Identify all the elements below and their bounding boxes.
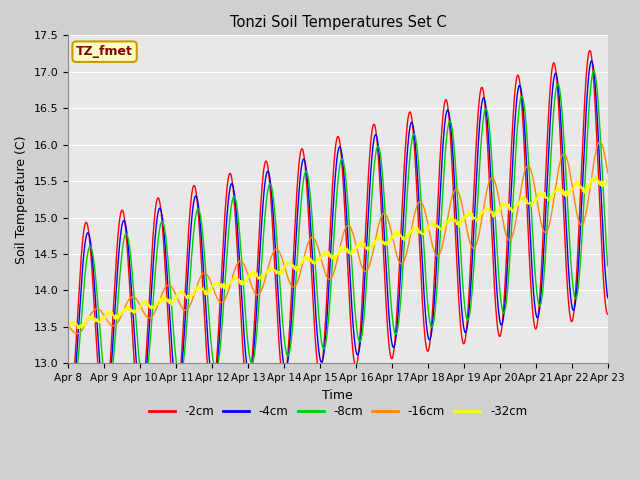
-8cm bbox=[64, 380, 72, 385]
-4cm bbox=[172, 381, 179, 387]
-4cm bbox=[184, 263, 192, 268]
-4cm bbox=[422, 315, 429, 321]
-4cm bbox=[64, 408, 72, 413]
-8cm bbox=[245, 348, 253, 354]
Title: Tonzi Soil Temperatures Set C: Tonzi Soil Temperatures Set C bbox=[230, 15, 446, 30]
Text: TZ_fmet: TZ_fmet bbox=[76, 45, 133, 58]
-2cm bbox=[492, 307, 500, 312]
-32cm bbox=[172, 296, 179, 301]
-8cm bbox=[68, 396, 76, 402]
-16cm bbox=[604, 170, 612, 176]
-4cm bbox=[540, 245, 548, 251]
-32cm bbox=[74, 326, 82, 332]
-32cm bbox=[184, 293, 192, 299]
-8cm bbox=[604, 263, 612, 269]
Y-axis label: Soil Temperature (C): Soil Temperature (C) bbox=[15, 135, 28, 264]
-16cm bbox=[492, 184, 500, 190]
-16cm bbox=[596, 139, 604, 145]
Line: -16cm: -16cm bbox=[68, 142, 608, 334]
-16cm bbox=[73, 331, 81, 336]
-16cm bbox=[172, 290, 179, 296]
Line: -4cm: -4cm bbox=[68, 61, 608, 414]
X-axis label: Time: Time bbox=[323, 389, 353, 402]
-4cm bbox=[604, 295, 612, 300]
-4cm bbox=[66, 411, 74, 417]
-2cm bbox=[422, 338, 429, 344]
-8cm bbox=[184, 299, 192, 305]
-2cm bbox=[540, 220, 547, 226]
Line: -8cm: -8cm bbox=[68, 71, 608, 399]
-32cm bbox=[540, 192, 548, 198]
-8cm bbox=[590, 68, 598, 74]
-2cm bbox=[244, 385, 252, 391]
Line: -32cm: -32cm bbox=[68, 176, 608, 329]
-8cm bbox=[540, 275, 548, 280]
-32cm bbox=[592, 173, 600, 179]
-4cm bbox=[245, 373, 253, 379]
Legend: -2cm, -4cm, -8cm, -16cm, -32cm: -2cm, -4cm, -8cm, -16cm, -32cm bbox=[144, 401, 532, 423]
-32cm bbox=[64, 324, 72, 330]
-4cm bbox=[588, 58, 595, 64]
-16cm bbox=[184, 305, 192, 311]
-8cm bbox=[172, 350, 179, 356]
-2cm bbox=[604, 312, 612, 317]
-2cm bbox=[171, 399, 179, 405]
-2cm bbox=[586, 48, 593, 53]
-8cm bbox=[492, 235, 500, 240]
-16cm bbox=[245, 275, 253, 280]
-16cm bbox=[540, 228, 548, 234]
-4cm bbox=[492, 279, 500, 285]
-8cm bbox=[422, 276, 429, 282]
-16cm bbox=[64, 323, 72, 328]
Line: -2cm: -2cm bbox=[68, 50, 608, 425]
-32cm bbox=[245, 273, 253, 279]
-32cm bbox=[492, 210, 500, 216]
-16cm bbox=[422, 212, 429, 217]
-2cm bbox=[64, 422, 72, 428]
-32cm bbox=[604, 179, 612, 184]
-2cm bbox=[184, 237, 192, 242]
-32cm bbox=[422, 227, 429, 233]
